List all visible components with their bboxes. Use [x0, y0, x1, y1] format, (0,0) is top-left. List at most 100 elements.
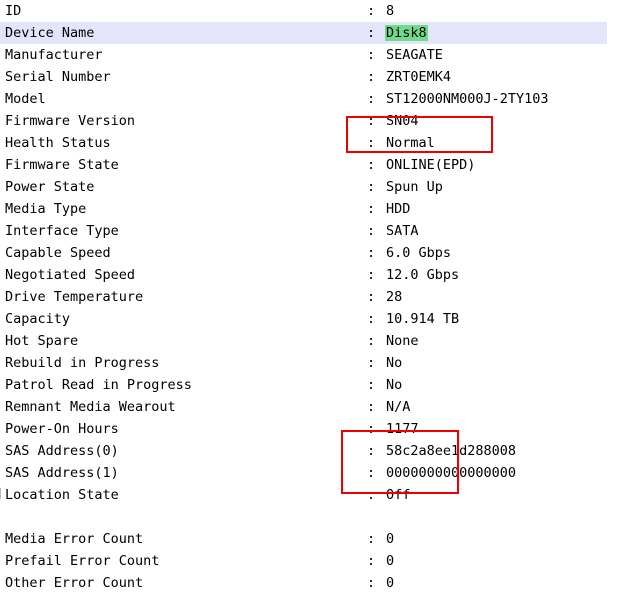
property-separator: : [367, 245, 376, 261]
property-value: Disk8 [385, 22, 428, 44]
property-value: SN04 [386, 113, 419, 129]
property-value: Normal [386, 135, 435, 151]
property-row[interactable]: Hot Spare: None [0, 330, 628, 352]
property-label: Interface Type [5, 223, 119, 239]
property-row[interactable]: Firmware State: ONLINE(EPD) [0, 154, 628, 176]
property-separator: : [367, 223, 376, 239]
property-value: 6.0 Gbps [386, 245, 452, 261]
property-value: 0 [386, 553, 395, 569]
property-value-highlight: Disk8 [385, 25, 428, 41]
property-separator: : [367, 179, 376, 195]
property-label: Location State [5, 487, 119, 503]
property-separator: : [367, 333, 376, 349]
property-value: None [386, 333, 419, 349]
property-label: Serial Number [5, 69, 111, 85]
property-label: Rebuild in Progress [5, 355, 160, 371]
drive-information-panel: ID:8 Device Name: Disk8 Manufacturer: SEAGAT… [0, 3, 607, 591]
property-label: Power-On Hours [5, 421, 119, 437]
property-label: Media Type [5, 201, 87, 217]
property-value: 0 [386, 531, 395, 547]
property-row[interactable]: Power-On Hours:1177 [0, 418, 628, 440]
property-row[interactable]: Rebuild in Progress: No [0, 352, 628, 374]
property-separator: : [367, 135, 376, 151]
property-label: Negotiated Speed [5, 267, 136, 283]
property-label: Power State [5, 179, 95, 195]
property-label: Drive Temperature [5, 289, 144, 305]
property-row[interactable]: Media Error Count:0 [0, 528, 628, 550]
property-row[interactable]: Manufacturer: SEAGATE [0, 44, 628, 66]
property-row[interactable]: SAS Address(0):58c2a8ee1d288008 [0, 440, 628, 462]
property-separator: : [367, 25, 376, 41]
property-label: Model [5, 91, 46, 107]
property-separator: : [367, 47, 376, 63]
property-label: SAS Address(0) [5, 443, 119, 459]
property-value: HDD [386, 201, 411, 217]
property-value: 12.0 Gbps [386, 267, 460, 283]
property-value: ONLINE(EPD) [386, 157, 476, 173]
property-separator: : [367, 91, 376, 107]
property-separator: : [367, 487, 376, 503]
property-row[interactable]: Serial Number: ZRT0EMK4 [0, 66, 628, 88]
property-row[interactable]: Prefail Error Count:0 [0, 550, 628, 572]
property-label: SAS Address(1) [5, 465, 119, 481]
property-separator: : [367, 113, 376, 129]
property-separator: : [367, 575, 376, 591]
property-row[interactable]: Device Name: Disk8 [0, 22, 607, 44]
property-separator: : [367, 69, 376, 85]
left-gutter-rule [0, 488, 1, 499]
property-label: ID [5, 3, 22, 19]
property-row[interactable]: Power State: Spun Up [0, 176, 628, 198]
property-separator: : [367, 311, 376, 327]
property-value: 58c2a8ee1d288008 [386, 443, 517, 459]
property-label: Firmware State [5, 157, 119, 173]
property-label: Hot Spare [5, 333, 79, 349]
property-value: No [386, 355, 403, 371]
property-value: SEAGATE [386, 47, 443, 63]
property-label: Capable Speed [5, 245, 111, 261]
property-value: 1177 [386, 421, 419, 437]
property-row[interactable]: ID:8 [0, 0, 628, 22]
property-separator: : [367, 399, 376, 415]
property-row[interactable]: Interface Type: SATA [0, 220, 628, 242]
property-value: 8 [386, 3, 395, 19]
property-row[interactable]: Capable Speed:6.0 Gbps [0, 242, 628, 264]
property-separator: : [367, 421, 376, 437]
property-separator: : [367, 157, 376, 173]
property-label: Media Error Count [5, 531, 144, 547]
property-row[interactable]: Negotiated Speed:12.0 Gbps [0, 264, 628, 286]
property-row[interactable]: Firmware Version: SN04 [0, 110, 628, 132]
property-separator: : [367, 267, 376, 283]
property-label: Firmware Version [5, 113, 136, 129]
property-separator: : [367, 3, 376, 19]
property-value: 0 [386, 575, 395, 591]
property-label: Health Status [5, 135, 111, 151]
property-value: 0000000000000000 [386, 465, 517, 481]
property-row[interactable]: Remnant Media Wearout: N/A [0, 396, 628, 418]
property-row[interactable]: Model: ST12000NM000J-2TY103 [0, 88, 628, 110]
property-separator: : [367, 355, 376, 371]
property-row[interactable]: Capacity:10.914 TB [0, 308, 628, 330]
property-row[interactable]: Location State: Off [0, 484, 628, 506]
property-separator: : [367, 289, 376, 305]
property-value: Spun Up [386, 179, 443, 195]
property-value: ST12000NM000J-2TY103 [386, 91, 549, 107]
property-value: 28 [386, 289, 403, 305]
property-row[interactable]: Drive Temperature:28 [0, 286, 628, 308]
row-spacer [0, 506, 628, 528]
property-separator: : [367, 553, 376, 569]
property-label: Patrol Read in Progress [5, 377, 192, 393]
property-label: Manufacturer [5, 47, 103, 63]
property-label: Device Name [5, 25, 95, 41]
property-row[interactable]: Health Status: Normal [0, 132, 628, 154]
property-row[interactable]: Other Error Count:0 [0, 572, 628, 594]
property-separator: : [367, 465, 376, 481]
property-label: Remnant Media Wearout [5, 399, 176, 415]
property-row[interactable]: SAS Address(1):0000000000000000 [0, 462, 628, 484]
property-value: SATA [386, 223, 419, 239]
property-value: Off [386, 487, 411, 503]
property-row[interactable]: Media Type: HDD [0, 198, 628, 220]
property-label: Other Error Count [5, 575, 144, 591]
property-separator: : [367, 201, 376, 217]
property-row[interactable]: Patrol Read in Progress: No [0, 374, 628, 396]
